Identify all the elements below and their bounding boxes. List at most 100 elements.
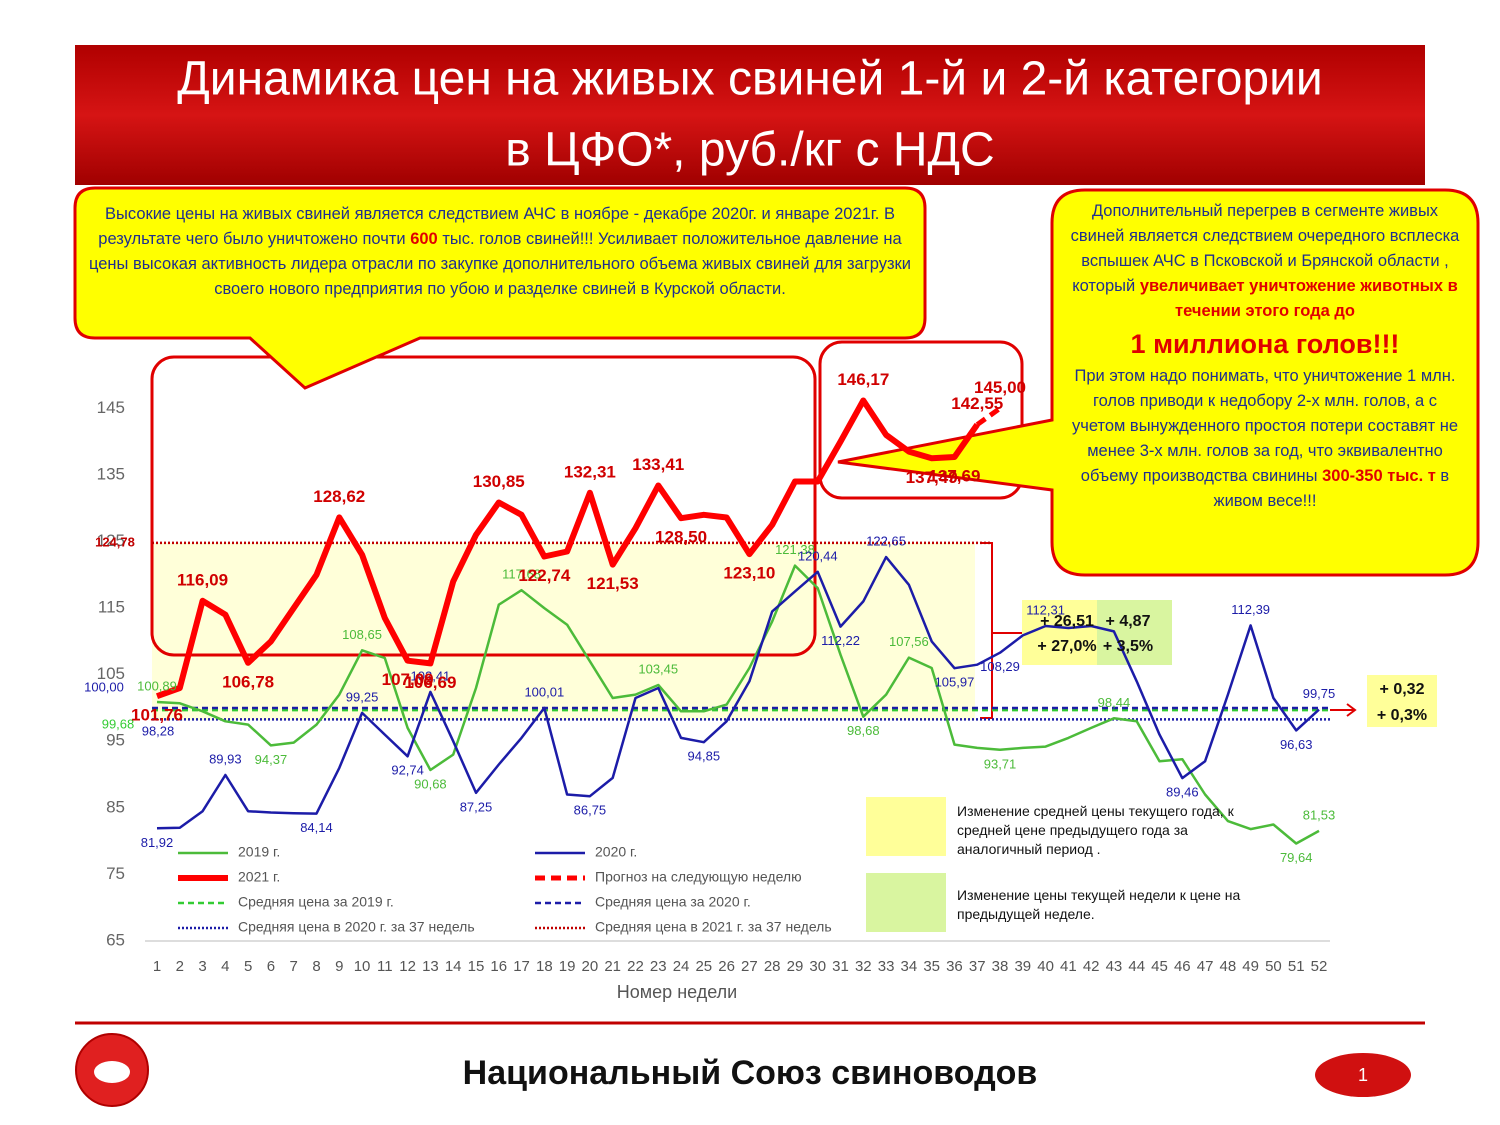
x-tick-label: 2 xyxy=(176,958,184,975)
data-label: 123,10 xyxy=(723,564,775,583)
data-label: 122,74 xyxy=(518,566,571,585)
callout-part: 600 xyxy=(410,230,438,248)
x-tick-label: 36 xyxy=(946,958,963,975)
chart-title: Динамика цен на живых свиней 1-й и 2-й к… xyxy=(177,53,1322,106)
legend-label: Прогноз на следующую неделю xyxy=(595,869,802,885)
page-badge xyxy=(1315,1053,1411,1097)
x-axis-title: Номер недели xyxy=(617,982,737,1002)
data-label: 120,44 xyxy=(798,548,838,563)
x-tick-label: 6 xyxy=(267,958,275,975)
data-label: 89,93 xyxy=(209,751,242,766)
series-line xyxy=(156,564,1320,845)
x-tick-label: 21 xyxy=(604,958,621,975)
data-label: 98,44 xyxy=(1098,695,1131,710)
y-tick-label: 65 xyxy=(106,930,125,949)
data-label: 90,68 xyxy=(414,776,447,791)
data-label: 122,65 xyxy=(866,534,906,549)
callout-part: в живом весе!!! xyxy=(1213,467,1450,510)
x-tick-label: 15 xyxy=(468,958,485,975)
backdrop xyxy=(145,542,1437,942)
legend-box-text: Изменение средней цены текущего года, к … xyxy=(957,803,1234,857)
callout-part: тыс. голов свиней!!! Усиливает положител… xyxy=(88,230,911,298)
x-tick-label: 13 xyxy=(422,958,439,975)
data-label: 145,00 xyxy=(974,378,1026,397)
x-tick-label: 11 xyxy=(377,958,393,975)
x-tick-label: 45 xyxy=(1151,958,1168,975)
data-label: 92,74 xyxy=(391,763,424,778)
x-tick-label: 34 xyxy=(901,958,918,975)
data-label: 96,63 xyxy=(1280,737,1313,752)
data-label: 128,62 xyxy=(313,487,365,506)
x-tick-label: 14 xyxy=(445,958,462,975)
x-tick-label: 48 xyxy=(1220,958,1237,975)
data-label: 94,37 xyxy=(255,752,288,767)
x-tick-label: 49 xyxy=(1242,958,1259,975)
legend-label: 2019 г. xyxy=(238,844,280,860)
x-tick-label: 20 xyxy=(582,958,599,975)
x-tick-label: 44 xyxy=(1128,958,1145,975)
legend-label: Средняя цена в 2020 г. за 37 недель xyxy=(238,919,475,935)
callout-part: 1 миллиона голов!!! xyxy=(1130,329,1400,359)
data-label: 81,53 xyxy=(1303,807,1336,822)
title-banner xyxy=(75,45,1425,185)
y-tick-label: 145 xyxy=(97,398,125,417)
legend-label: Средняя цена в 2021 г. за 37 недель xyxy=(595,919,832,935)
data-label: 137,49 xyxy=(906,468,958,487)
series-line xyxy=(155,397,980,700)
logo-pig xyxy=(94,1061,130,1083)
legend-label: 2021 г. xyxy=(238,869,280,885)
x-tick-label: 30 xyxy=(809,958,826,975)
data-label: 146,17 xyxy=(837,370,889,389)
x-tick-label: 7 xyxy=(290,958,298,975)
x-tick-label: 42 xyxy=(1083,958,1100,975)
data-label: 84,14 xyxy=(300,820,333,835)
data-label: 89,46 xyxy=(1166,785,1199,800)
callout-part: При этом надо понимать, что уничтожение … xyxy=(1071,367,1459,485)
frame xyxy=(818,340,1024,500)
x-tick-label: 3 xyxy=(198,958,206,975)
legend-label: Средняя цена за 2020 г. xyxy=(595,894,751,910)
x-tick-label: 31 xyxy=(832,958,849,975)
highlight-box xyxy=(1022,600,1097,665)
x-tick-label: 10 xyxy=(354,958,371,975)
data-label: 107,09 xyxy=(382,670,434,689)
series-line xyxy=(975,406,1002,427)
annotation: + 26,51 xyxy=(1040,613,1094,630)
footer-title: Национальный Союз свиноводов xyxy=(463,1054,1038,1092)
x-tick-label: 8 xyxy=(312,958,320,975)
data-label: 98,68 xyxy=(847,723,880,738)
x-tick-label: 50 xyxy=(1265,958,1282,975)
x-tick-label: 38 xyxy=(992,958,1009,975)
x-tick-label: 19 xyxy=(559,958,576,975)
legend-box-text: Изменение цены текущей недели к цене на … xyxy=(957,887,1241,922)
annotation: + 0,32 xyxy=(1380,681,1425,698)
average-label: 99,68 xyxy=(102,716,135,731)
data-label: 86,75 xyxy=(574,803,607,818)
bracket xyxy=(980,542,993,719)
callout xyxy=(837,188,1480,577)
data-label: 121,53 xyxy=(587,574,639,593)
data-label: 117,68 xyxy=(502,567,541,582)
annotation: + 27,0% xyxy=(1037,638,1096,655)
data-label: 112,39 xyxy=(1231,602,1270,617)
x-tick-label: 4 xyxy=(221,958,229,975)
x-tick-label: 27 xyxy=(741,958,758,975)
data-label: 108,65 xyxy=(342,627,382,642)
data-label: 100,89 xyxy=(137,678,177,693)
x-tick-label: 12 xyxy=(399,958,416,975)
highlight-area xyxy=(152,543,975,720)
y-tick-label: 105 xyxy=(97,664,125,683)
x-tick-label: 29 xyxy=(787,958,804,975)
x-tick-label: 33 xyxy=(878,958,895,975)
callout-part: Дополнительный перегрев в сегменте живых… xyxy=(1070,202,1460,295)
x-tick-label: 32 xyxy=(855,958,872,975)
y-tick-label: 135 xyxy=(97,464,125,483)
callout-text: Дополнительный перегрев в сегменте живых… xyxy=(1066,199,1464,514)
highlight-box xyxy=(1367,675,1437,727)
data-label: 94,85 xyxy=(688,749,721,764)
data-label: 106,69 xyxy=(404,673,456,692)
data-label: 93,71 xyxy=(984,756,1017,771)
average-label: 100,00 xyxy=(84,679,124,694)
data-label: 132,31 xyxy=(564,462,616,481)
